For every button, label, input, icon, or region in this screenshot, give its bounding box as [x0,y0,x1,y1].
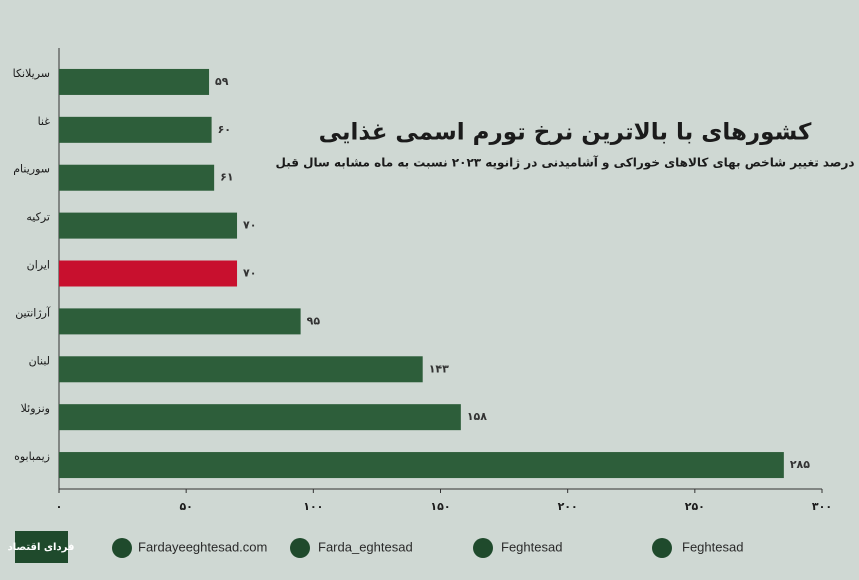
y-tick-label: ترکیه [26,211,50,224]
web-icon [112,538,132,558]
x-tick-label: ۱۰۰ [303,500,323,513]
x-tick-label: ۳۰۰ [812,500,832,513]
twitter[interactable]: Feghtesad [682,539,743,554]
bar [59,164,215,191]
y-tick-label: لبنان [29,354,50,367]
bar [59,356,423,383]
x-tick-label: ۱۵۰ [430,500,450,513]
y-tick-label: زیمبابوه [14,450,50,463]
y-tick-label: سریلانکا [13,67,50,80]
x-tick-label: ۲۵۰ [685,500,705,513]
x-tick-label: ۰ [56,500,63,513]
value-label: ۱۴۳ [429,362,449,375]
chart-subtitle: درصد تغییر شاخص بهای کالاهای خوراکی و آش… [275,155,854,171]
bar [59,260,238,287]
y-tick-label: سورینام [13,163,50,176]
logo-text: فردای اقتصاد [8,542,75,553]
value-label: ۵۹ [215,75,229,88]
value-label: ۲۸۵ [790,458,810,471]
value-label: ۹۵ [307,314,321,327]
y-tick-label: ایران [27,259,50,272]
twitter-icon [652,538,672,558]
bar [59,452,784,479]
y-tick-label: آرژانتین [15,305,51,319]
value-label: ۶۱ [220,171,233,184]
footer: فردای اقتصاد Fardayeeghtesad.com Farda_e… [8,531,743,563]
instagram[interactable]: Farda_eghtesad [318,539,413,554]
bar [59,116,212,143]
y-tick-label: غنا [38,115,51,128]
value-label: ۶۰ [218,123,231,136]
chart-title: کشورهای با بالاترین نرخ تورم اسمی غذایی [319,120,812,146]
bar [59,404,461,431]
value-label: ۱۵۸ [467,410,487,423]
website[interactable]: Fardayeeghtesad.com [138,539,267,554]
x-tick-label: ۲۰۰ [558,500,578,513]
value-label: ۷۰ [243,267,256,280]
instagram-icon [290,538,310,558]
telegram-icon [473,538,493,558]
x-tick-label: ۵۰ [179,500,192,513]
logo [15,531,68,563]
telegram[interactable]: Feghtesad [501,539,562,554]
y-tick-label: ونزوئلا [21,402,50,415]
bar [59,308,301,335]
value-label: ۷۰ [243,219,256,232]
bar [59,68,210,95]
bar [59,212,238,239]
